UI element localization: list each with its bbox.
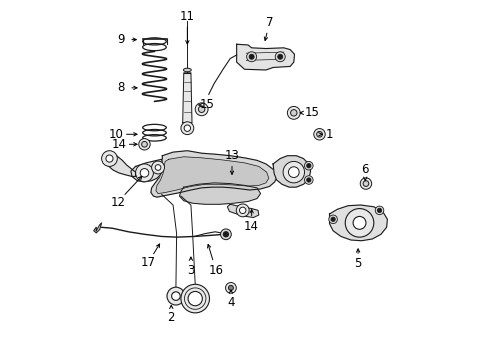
Text: 12: 12 xyxy=(110,195,125,209)
Circle shape xyxy=(283,161,304,183)
Circle shape xyxy=(330,217,335,221)
Circle shape xyxy=(246,52,256,62)
Circle shape xyxy=(316,131,322,137)
Text: 4: 4 xyxy=(227,296,234,309)
Text: 16: 16 xyxy=(208,264,223,276)
Polygon shape xyxy=(272,156,310,187)
Circle shape xyxy=(374,206,383,215)
Text: 14: 14 xyxy=(111,138,126,151)
Circle shape xyxy=(171,292,180,300)
Circle shape xyxy=(181,122,193,135)
Text: 6: 6 xyxy=(361,163,368,176)
Circle shape xyxy=(102,151,117,166)
Circle shape xyxy=(345,208,373,237)
Circle shape xyxy=(155,165,161,170)
Circle shape xyxy=(328,215,337,224)
Circle shape xyxy=(195,103,207,116)
Polygon shape xyxy=(183,73,192,123)
Circle shape xyxy=(352,216,365,229)
Circle shape xyxy=(304,176,312,184)
Circle shape xyxy=(166,287,184,305)
Polygon shape xyxy=(105,154,135,176)
Circle shape xyxy=(377,208,381,212)
Circle shape xyxy=(184,125,190,131)
Circle shape xyxy=(360,178,371,189)
Circle shape xyxy=(140,168,148,177)
Circle shape xyxy=(106,155,113,162)
Circle shape xyxy=(239,207,245,213)
Polygon shape xyxy=(131,159,162,182)
Polygon shape xyxy=(236,44,294,70)
Text: 7: 7 xyxy=(265,16,273,29)
Circle shape xyxy=(277,54,282,59)
Circle shape xyxy=(287,107,300,119)
Circle shape xyxy=(236,204,248,217)
Text: 3: 3 xyxy=(187,264,194,276)
Polygon shape xyxy=(156,157,268,194)
Text: 11: 11 xyxy=(180,10,194,23)
Text: 9: 9 xyxy=(117,33,125,46)
Ellipse shape xyxy=(183,68,191,72)
Text: 15: 15 xyxy=(305,106,319,120)
Circle shape xyxy=(181,284,209,313)
Circle shape xyxy=(225,283,236,293)
Circle shape xyxy=(248,54,254,59)
Circle shape xyxy=(151,161,164,174)
Circle shape xyxy=(306,178,310,182)
Polygon shape xyxy=(329,205,386,241)
Polygon shape xyxy=(151,151,276,197)
Text: 17: 17 xyxy=(140,256,155,269)
Circle shape xyxy=(275,52,285,62)
Polygon shape xyxy=(94,223,102,233)
Circle shape xyxy=(288,167,299,177)
Polygon shape xyxy=(227,204,258,217)
Text: 13: 13 xyxy=(224,149,239,162)
Circle shape xyxy=(188,292,202,306)
Text: 15: 15 xyxy=(199,99,214,112)
Text: 2: 2 xyxy=(167,311,175,324)
Circle shape xyxy=(304,161,312,170)
Circle shape xyxy=(313,129,325,140)
Circle shape xyxy=(135,164,153,182)
Circle shape xyxy=(290,110,296,116)
Polygon shape xyxy=(179,183,260,204)
Text: 1: 1 xyxy=(325,128,333,141)
Text: 8: 8 xyxy=(117,81,125,94)
Text: 14: 14 xyxy=(244,220,259,233)
Circle shape xyxy=(142,141,147,147)
Circle shape xyxy=(363,181,368,186)
Circle shape xyxy=(220,229,231,240)
Circle shape xyxy=(198,106,204,112)
Circle shape xyxy=(228,285,233,291)
Circle shape xyxy=(223,231,228,237)
Text: 10: 10 xyxy=(108,128,123,141)
Circle shape xyxy=(306,163,310,168)
Text: 5: 5 xyxy=(354,257,361,270)
Circle shape xyxy=(139,139,150,150)
